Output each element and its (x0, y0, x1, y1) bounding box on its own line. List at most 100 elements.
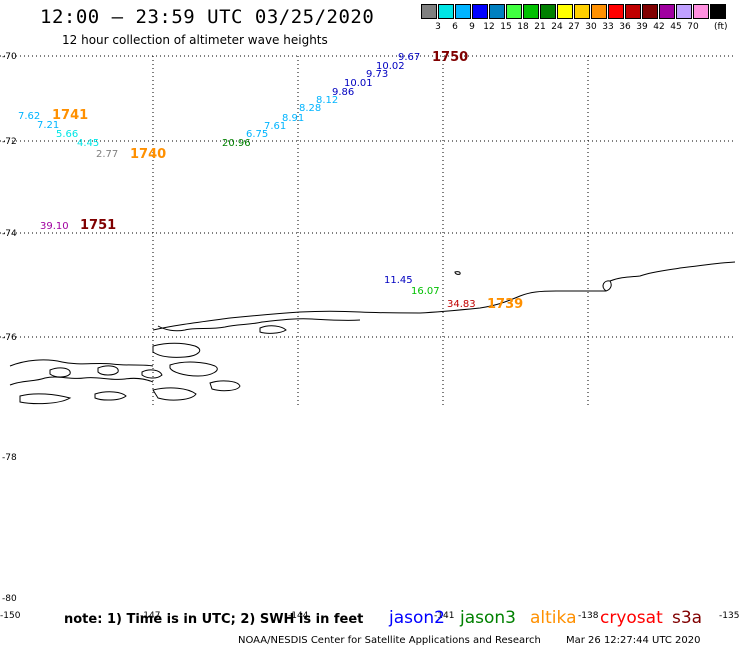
island-m (454, 271, 461, 275)
swh-value: 8.12 (316, 95, 338, 106)
pass-time-label: 1740 (130, 147, 166, 162)
scale-swatch (506, 4, 522, 19)
pass-time-label: 1741 (52, 108, 88, 123)
swh-value: 8.28 (299, 103, 321, 114)
lon-label: -135 (719, 611, 739, 621)
swh-value: 6.75 (246, 129, 268, 140)
swh-value: 9.86 (332, 87, 354, 98)
swh-value: 7.61 (264, 121, 286, 132)
lon-label: -144 (288, 611, 309, 621)
legend-altika: altika (530, 608, 577, 628)
swh-value: 7.21 (37, 120, 59, 131)
scale-swatch (608, 4, 624, 19)
swh-value: 10.01 (344, 78, 373, 89)
coastline (9, 261, 736, 405)
scale-swatch (455, 4, 471, 19)
legend-jason2: jason2 (389, 608, 445, 628)
time-labels: 1750 1741 1740 1751 1739 (52, 50, 523, 312)
lat-labels: -70 -72 -74 -76 -78 -80 (2, 52, 17, 604)
lon-label: -147 (140, 611, 160, 621)
scale-label: 12 (483, 22, 495, 32)
swh-value: 2.77 (96, 149, 118, 160)
swh-value: 10.02 (376, 61, 405, 72)
island-e (97, 365, 119, 376)
swh-value: 34.83 (447, 299, 476, 310)
scale-swatch (438, 4, 454, 19)
scale-swatch (540, 4, 556, 19)
island-b (9, 359, 154, 367)
scale-label: 42 (653, 22, 665, 32)
footnote: note: 1) Time is in UTC; 2) SWH is in fe… (64, 612, 364, 627)
coast-inner (157, 318, 361, 332)
island-a (152, 342, 201, 358)
scale-label: 6 (452, 22, 458, 32)
lon-label: -150 (0, 611, 21, 621)
swh-value: 8.91 (282, 113, 304, 124)
legend-jason3: jason3 (460, 608, 516, 628)
scale-swatch (676, 4, 692, 19)
lon-label: -138 (578, 611, 599, 621)
scale-label: 27 (568, 22, 580, 32)
scale-swatch (642, 4, 658, 19)
credit-line: NOAA/NESDIS Center for Satellite Applica… (238, 635, 541, 646)
ice-shelf-edge (152, 261, 736, 331)
swh-value: 9.67 (398, 52, 420, 63)
observations: 9.67 10.02 9.73 10.01 9.86 8.12 8.28 8.9… (18, 52, 476, 310)
pass-time-label: 1739 (487, 297, 523, 312)
scale-swatch (421, 4, 437, 19)
scale-swatch (710, 4, 726, 19)
scale-label: 18 (517, 22, 529, 32)
island-j (94, 391, 127, 401)
scale-unit-label: (ft) (714, 22, 728, 32)
scale-swatch (591, 4, 607, 19)
generated-timestamp: Mar 26 12:27:44 UTC 2020 (566, 635, 701, 646)
scale-swatch (659, 4, 675, 19)
scale-label: 24 (551, 22, 563, 32)
lat-label: -76 (2, 333, 17, 343)
scale-swatch (557, 4, 573, 19)
scale-label: 30 (585, 22, 597, 32)
scale-swatch (472, 4, 488, 19)
swh-value: 5.66 (56, 129, 78, 140)
scale-label: 45 (670, 22, 682, 32)
lon-label: -141 (434, 611, 454, 621)
scale-swatch (489, 4, 505, 19)
lat-label: -72 (2, 137, 17, 147)
island-h (152, 387, 197, 401)
island-f (169, 361, 218, 377)
lat-label: -78 (2, 453, 17, 463)
island-g (209, 380, 241, 392)
swh-value: 11.45 (384, 275, 413, 286)
chart-subtitle: 12 hour collection of altimeter wave hei… (62, 33, 328, 47)
scale-swatch (693, 4, 709, 19)
scale-label: 39 (636, 22, 648, 32)
scale-swatch (625, 4, 641, 19)
legend-s3a: s3a (672, 608, 703, 628)
swh-value: 7.62 (18, 111, 40, 122)
island-c (9, 376, 154, 386)
scale-swatch (523, 4, 539, 19)
scale-label: 33 (602, 22, 614, 32)
scale-label: 21 (534, 22, 546, 32)
lat-label: -80 (2, 594, 17, 604)
scale-label: 36 (619, 22, 631, 32)
scale-label: 70 (687, 22, 699, 32)
island-i (19, 393, 72, 405)
pass-time-label: 1751 (80, 218, 116, 233)
scale-label: 3 (435, 22, 441, 32)
swh-value: 16.07 (411, 286, 440, 297)
grid (0, 55, 735, 405)
lon-labels: -150 -147 -144 -141 -138 -135 (0, 611, 739, 621)
swh-value: 39.10 (40, 221, 69, 232)
lat-label: -74 (2, 229, 17, 239)
chart-title: 12:00 – 23:59 UTC 03/25/2020 (40, 6, 375, 28)
swh-value: 4.45 (77, 138, 99, 149)
island-k (259, 325, 287, 334)
lat-label: -70 (2, 52, 17, 62)
scale-label: 9 (469, 22, 475, 32)
legend-cryosat: cryosat (600, 608, 663, 628)
scale-label: 15 (500, 22, 512, 32)
coast-north-point (602, 280, 611, 292)
